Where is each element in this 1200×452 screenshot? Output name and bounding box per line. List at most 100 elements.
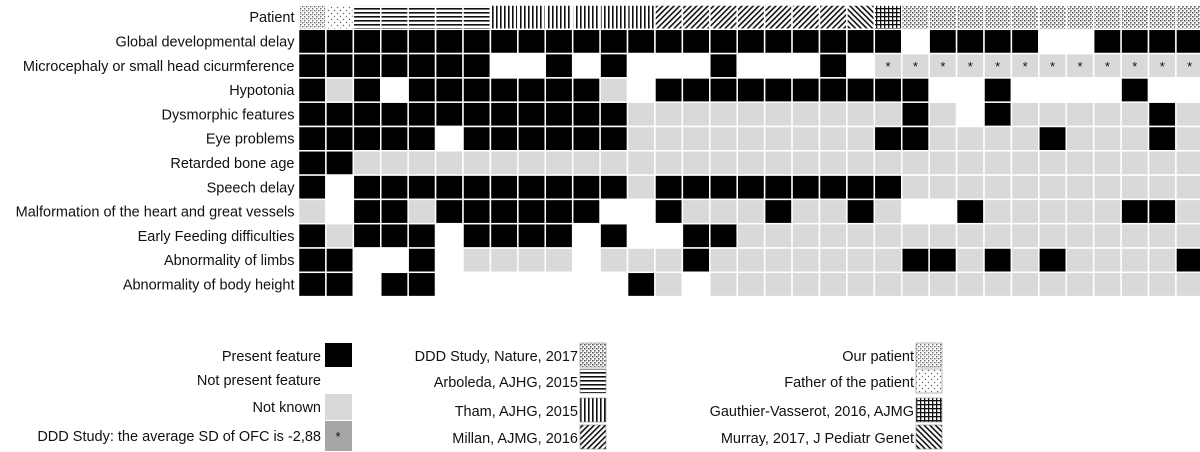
feature-cell	[1120, 150, 1150, 176]
legend-source-swatch	[579, 342, 607, 368]
ofc-sd-asterisk: *	[968, 59, 973, 74]
feature-cell	[928, 28, 958, 55]
feature-cell	[1175, 125, 1200, 152]
feature-cell	[1120, 101, 1150, 128]
ofc-sd-asterisk: *	[885, 59, 890, 74]
feature-cell	[489, 101, 519, 128]
feature-cell	[1120, 125, 1150, 152]
feature-cell	[571, 198, 601, 225]
feature-label: Malformation of the heart and great vess…	[16, 205, 295, 221]
feature-cell	[955, 174, 985, 201]
feature-cell	[873, 247, 903, 274]
legend-state-swatch	[325, 343, 352, 369]
feature-cell	[928, 271, 958, 298]
feature-cell	[1147, 125, 1177, 152]
feature-cell	[983, 222, 1013, 249]
feature-cell	[462, 271, 492, 298]
feature-cell	[763, 198, 793, 225]
feature-cell	[818, 28, 848, 55]
feature-cell	[571, 28, 601, 55]
feature-cell	[380, 28, 409, 55]
legend-source-label: Millan, AJMG, 2016	[452, 431, 578, 447]
feature-cell	[434, 271, 464, 298]
feature-cell	[873, 77, 903, 103]
feature-cell	[654, 247, 684, 274]
feature-cell	[325, 125, 355, 152]
feature-cell	[763, 28, 793, 55]
feature-cell	[462, 150, 492, 176]
feature-cell	[462, 52, 492, 79]
feature-cell	[489, 150, 519, 176]
feature-cell	[380, 52, 409, 79]
feature-cell	[462, 247, 492, 274]
feature-cell	[544, 125, 574, 152]
patient-header-cell	[544, 4, 574, 31]
feature-cell	[626, 271, 656, 298]
patient-header-cell	[1010, 4, 1040, 31]
feature-cell	[709, 247, 738, 274]
feature-cell	[983, 271, 1013, 298]
patient-header-cell	[626, 4, 656, 31]
feature-cell	[681, 101, 711, 128]
feature-cell	[489, 28, 519, 55]
feature-cell	[489, 198, 519, 225]
feature-cell	[489, 52, 519, 79]
feature-cell	[1092, 247, 1122, 274]
feature-cell	[544, 28, 574, 55]
feature-cell	[352, 77, 382, 103]
ofc-sd-asterisk: *	[995, 59, 1000, 74]
feature-cell	[517, 222, 547, 249]
feature-cell	[1092, 222, 1122, 249]
feature-cell	[626, 198, 656, 225]
feature-cell	[654, 271, 684, 298]
feature-cell	[297, 247, 327, 274]
feature-cell	[462, 101, 492, 128]
feature-cell	[517, 52, 547, 79]
ofc-sd-asterisk: *	[1160, 59, 1165, 74]
feature-cell	[462, 28, 492, 55]
feature-cell	[407, 247, 437, 274]
feature-cell	[928, 198, 958, 225]
feature-cell	[736, 222, 766, 249]
feature-cell	[873, 198, 903, 225]
ofc-sd-asterisk: *	[1050, 59, 1055, 74]
feature-cell	[955, 101, 985, 128]
feature-cell	[1147, 198, 1177, 225]
feature-cell	[352, 247, 382, 274]
legend-source-label: DDD Study, Nature, 2017	[415, 349, 578, 365]
patient-header-cell	[1175, 4, 1200, 31]
feature-cell	[654, 125, 684, 152]
feature-cell	[1092, 198, 1122, 225]
feature-cell	[1065, 150, 1095, 176]
feature-cell	[1010, 101, 1040, 128]
feature-cell	[818, 150, 848, 176]
feature-cell	[928, 101, 958, 128]
feature-cell	[928, 150, 958, 176]
feature-cell	[791, 77, 821, 103]
feature-cell	[517, 247, 547, 274]
feature-cell	[818, 125, 848, 152]
feature-cell	[297, 174, 327, 201]
feature-cell	[736, 28, 766, 55]
patient-header-cell	[709, 4, 738, 31]
feature-cell	[681, 77, 711, 103]
feature-cell	[380, 125, 409, 152]
feature-cell	[791, 125, 821, 152]
ofc-sd-asterisk: *	[940, 59, 945, 74]
feature-label: Speech delay	[207, 180, 296, 196]
feature-cell	[1038, 77, 1068, 103]
patient-header-cell	[1092, 4, 1122, 31]
legend-source-label: Murray, 2017, J Pediatr Genet	[721, 431, 914, 447]
feature-cell	[434, 101, 464, 128]
feature-cell	[325, 271, 355, 298]
feature-cell	[709, 174, 738, 201]
feature-cell	[873, 150, 903, 176]
legend-source-swatch	[915, 368, 943, 394]
feature-cell	[763, 174, 793, 201]
feature-cell	[818, 52, 848, 79]
feature-cell	[900, 271, 930, 298]
feature-cell	[489, 174, 519, 201]
feature-cell	[873, 174, 903, 201]
feature-cell	[571, 52, 601, 79]
feature-cell	[434, 28, 464, 55]
